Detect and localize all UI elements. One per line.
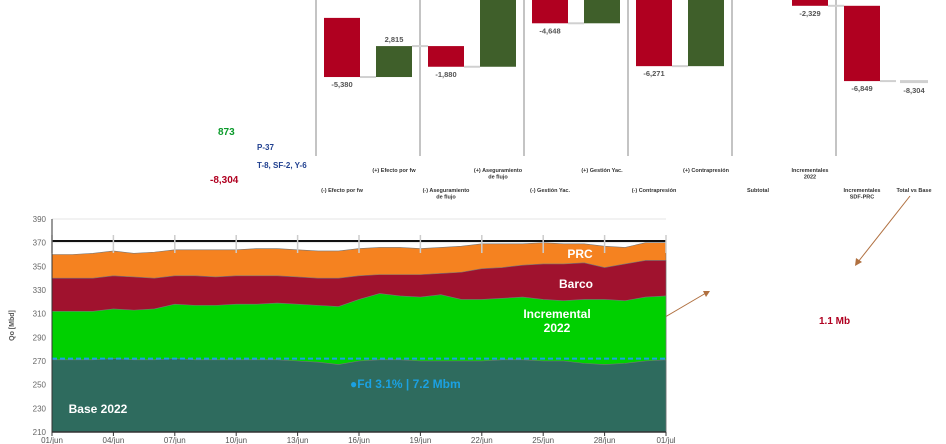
y-tick-label: 290 xyxy=(33,333,47,342)
x-tick-label: 07/jun xyxy=(164,436,186,444)
waterfall-bar xyxy=(376,46,412,78)
waterfall-total-marker xyxy=(900,80,928,84)
series-label-incremental: Incremental 2022 xyxy=(523,307,590,335)
side-value-red: -8,304 xyxy=(210,175,239,186)
waterfall-bar xyxy=(584,0,620,24)
side-annotations: 873 P-37 T-8, SF-2, Y-6 -8,304 1.1 Mb xyxy=(210,127,911,341)
arrow-head-mid xyxy=(703,291,710,297)
waterfall-value-label: -8,304 xyxy=(903,86,925,95)
y-tick-label: 230 xyxy=(33,404,47,413)
y-tick-label: 210 xyxy=(33,428,47,437)
area-series-base-2022 xyxy=(51,358,667,433)
side-value-green: 873 xyxy=(218,127,235,138)
right-note: 1.1 Mb xyxy=(819,316,850,327)
y-tick-label: 270 xyxy=(33,357,47,366)
waterfall-category-label: Incrementales SDF-PRC xyxy=(844,188,881,200)
y-tick-label: 370 xyxy=(33,239,47,248)
arrow-line-top xyxy=(857,195,911,263)
x-tick-label: 13/jun xyxy=(287,436,309,444)
arrow-head-top xyxy=(855,258,862,266)
waterfall-bar xyxy=(844,5,880,82)
waterfall-value-label: -6,849 xyxy=(851,84,872,93)
x-tick-label: 10/jun xyxy=(225,436,247,444)
waterfall-value-label: -4,648 xyxy=(539,26,560,35)
area-chart: 210 230 250 270 290 310 330 350 370 390 ●Fd 3.1% |… xyxy=(9,215,676,444)
waterfall-bar xyxy=(636,0,672,67)
y-tick-label: 330 xyxy=(33,286,47,295)
x-tick-label: 25/jun xyxy=(532,436,554,444)
reference-line-label: ●Fd 3.1% | 7.2 Mbm xyxy=(350,377,461,391)
x-tick-label: 19/jun xyxy=(410,436,432,444)
y-tick-label: 350 xyxy=(33,262,47,271)
waterfall-category-label: (-) Aseguramiento de flujo xyxy=(423,188,470,200)
waterfall-bar xyxy=(480,0,516,67)
series-label-base: Base 2022 xyxy=(69,402,128,416)
y-axis-label: Qo [Mbd] xyxy=(9,310,16,341)
x-tick-label: 01/jun xyxy=(41,436,63,444)
y-tick-label: 310 xyxy=(33,310,47,319)
waterfall-category-label: (-) Efecto por fw xyxy=(321,188,364,194)
y-tick-label: 250 xyxy=(33,381,47,390)
waterfall-category-label: (-) Gestión Yac. xyxy=(530,188,570,194)
waterfall-bar xyxy=(324,17,360,78)
waterfall-category-label: Subtotal xyxy=(747,188,769,194)
waterfall-category-label: Total vs Base xyxy=(896,188,931,194)
waterfall-bar xyxy=(428,46,464,67)
x-tick-label: 22/jun xyxy=(471,436,493,444)
x-tick-label: 16/jun xyxy=(348,436,370,444)
waterfall-value-label: -1,880 xyxy=(435,70,456,79)
waterfall-value-label: 2,815 xyxy=(385,35,404,44)
waterfall-category-label: (+) Contrapresión xyxy=(683,168,730,174)
waterfall-category-label: (+) Gestión Yac. xyxy=(581,168,623,174)
waterfall-value-label: -6,271 xyxy=(643,69,664,78)
series-label-prc: PRC xyxy=(567,247,593,261)
waterfall-category-label: (+) Aseguramiento de flujo xyxy=(474,168,523,180)
waterfall-category-label: (+) Efecto por fw xyxy=(372,168,416,174)
side-tag-fields: T-8, SF-2, Y-6 xyxy=(257,161,307,170)
x-tick-label: 04/jun xyxy=(103,436,125,444)
waterfall-bar xyxy=(532,0,568,24)
x-tick-label: 01/jul xyxy=(656,436,675,444)
waterfall-value-label: -5,380 xyxy=(331,80,352,89)
x-tick-label: 28/jun xyxy=(594,436,616,444)
waterfall-chart: -5,380 (-) Efecto por fw 2,815 (+) Efecto p… xyxy=(315,0,932,200)
waterfall-value-label: -2,329 xyxy=(799,9,820,18)
waterfall-bar xyxy=(688,0,724,67)
waterfall-category-label: (-) Contrapresión xyxy=(632,188,677,194)
y-tick-label: 390 xyxy=(33,215,47,224)
side-tag-p37: P-37 xyxy=(257,143,274,152)
waterfall-category-label: Incrementales 2022 xyxy=(792,168,829,180)
waterfall-bar xyxy=(792,0,828,6)
series-label-barco: Barco xyxy=(559,277,593,291)
